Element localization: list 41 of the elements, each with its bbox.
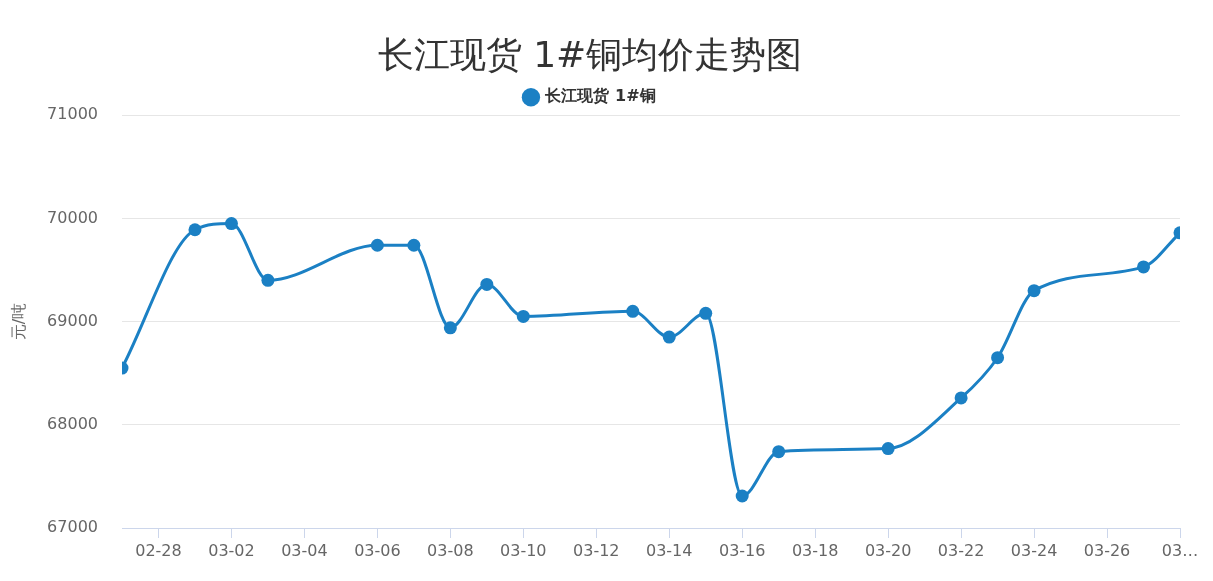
x-tick-label: 03-06 [354, 540, 401, 560]
x-tick-label: 03-20 [864, 540, 912, 560]
point [261, 273, 275, 287]
point [772, 445, 786, 459]
x-tick-label: 03-14 [645, 540, 693, 560]
x-tick-label: 02-28 [135, 540, 182, 560]
point [735, 489, 749, 503]
x-tick-label: 03-02 [208, 540, 255, 560]
y-tick-label: 71000 [47, 104, 98, 124]
x-tick-label: 03-12 [573, 540, 620, 560]
x-tick-label: 03-16 [718, 540, 766, 560]
x-tick-label: 03-10 [500, 540, 547, 560]
point [662, 330, 676, 344]
x-tick-label: 03-24 [1010, 540, 1058, 560]
x-tick-label: 03-08 [427, 540, 474, 560]
legend-label: 长江现货 1#铜 [544, 86, 656, 106]
y-tick-label: 67000 [47, 517, 98, 537]
x-tick-label: 03… [1161, 540, 1199, 560]
y-tick-label: 69000 [47, 310, 98, 330]
point [1027, 284, 1041, 298]
point [1137, 260, 1151, 274]
point [224, 217, 238, 231]
point [480, 277, 494, 291]
x-tick-label: 03-18 [791, 540, 839, 560]
x-tick-label: 03-22 [937, 540, 985, 560]
point [188, 223, 202, 237]
x-tick-label: 03-26 [1083, 540, 1131, 560]
point [626, 304, 640, 318]
y-axis-title: 元/吨 [8, 302, 28, 341]
chart-title: 长江现货 1#铜均价走势图 [377, 33, 803, 75]
x-tick-label: 03-04 [281, 540, 328, 560]
point [991, 351, 1005, 365]
point [699, 306, 713, 320]
point [881, 442, 895, 456]
point [443, 321, 457, 335]
y-tick-label: 68000 [47, 413, 98, 433]
y-tick-label: 70000 [47, 207, 98, 227]
point [954, 391, 968, 405]
point [370, 238, 384, 252]
point [516, 309, 530, 323]
point [407, 238, 421, 252]
